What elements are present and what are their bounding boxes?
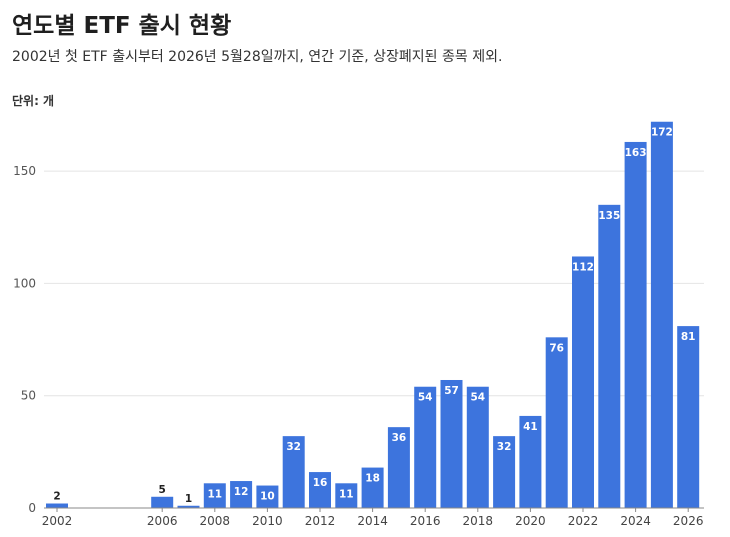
bar-value-label-2010: 10 (260, 491, 275, 503)
x-tick-label: 2026 (673, 514, 704, 528)
bar-value-label-2019: 32 (497, 441, 512, 453)
bar-2013 (335, 483, 358, 508)
bar-value-labels: 251 11 12 103216111836545754324176112135163… (53, 127, 695, 505)
bar-2014 (361, 467, 384, 508)
bar-value-label-2007: 1 (185, 493, 192, 505)
x-tick-label: 2008 (200, 514, 231, 528)
x-tick-label: 2014 (357, 514, 388, 528)
bar-value-label-2012: 16 (313, 477, 328, 489)
bar-2007 (177, 505, 200, 508)
bar-2024 (624, 141, 647, 508)
x-tick-label: 2022 (568, 514, 599, 528)
bar-2010 (256, 485, 279, 508)
bar-2022 (572, 256, 594, 508)
bar-2009 (230, 481, 253, 508)
bar-2025 (650, 121, 673, 508)
bar-value-label-2006: 5 (159, 484, 166, 496)
x-tick-label: 2006 (147, 514, 178, 528)
bar-value-label-2021: 76 (549, 342, 564, 354)
bar-2016 (414, 386, 437, 508)
x-axis-ticks: 2002 2006 2008 2010 2012 2014 2016 2018 2020 2022… (42, 508, 704, 528)
bar-value-label-2022: 112 (572, 261, 594, 273)
bar-2006 (151, 496, 174, 508)
chart-subtitle: 2002년 첫 ETF 출시부터 2026년 5월28일까지, 연간 기준, 상… (12, 49, 503, 65)
bar-2012 (309, 472, 331, 508)
bar-value-label-2009: 12 (234, 486, 249, 498)
y-tick-label: 50 (21, 389, 36, 403)
bar-value-label-2017: 57 (444, 385, 459, 397)
bar-value-label-2025: 172 (651, 127, 673, 139)
bar-2002 (46, 503, 68, 508)
bar-value-label-2020: 41 (523, 421, 538, 433)
y-tick-label: 0 (28, 501, 36, 515)
x-tick-label: 2018 (463, 514, 494, 528)
bar-2017 (440, 379, 463, 508)
bar-2023 (598, 204, 621, 509)
bar-value-label-2015: 36 (392, 432, 407, 444)
bar-2021 (545, 337, 568, 508)
bar-value-label-2013: 11 (339, 488, 354, 500)
bar-value-label-2023: 135 (598, 210, 620, 222)
x-tick-label: 2002 (42, 514, 73, 528)
y-axis-ticks: 0 50 100 150 (13, 164, 36, 515)
x-tick-label: 2012 (305, 514, 336, 528)
bar-value-label-2014: 18 (365, 473, 380, 485)
chart-title: 연도별 ETF 출시 현황 (12, 13, 232, 39)
bar-value-label-2016: 54 (418, 392, 433, 404)
bar-value-label-2011: 32 (286, 441, 301, 453)
unit-label: 단위: 개 (12, 94, 55, 108)
bar-value-label-2018: 54 (470, 392, 485, 404)
bar-2015 (387, 427, 410, 508)
bars (46, 121, 700, 509)
bar-2026 (677, 326, 700, 508)
bar-2011 (282, 436, 305, 508)
x-tick-label: 2024 (620, 514, 651, 528)
bar-2020 (519, 415, 542, 508)
bar-2019 (493, 436, 516, 508)
x-tick-label: 2010 (252, 514, 283, 528)
y-tick-label: 100 (13, 276, 36, 290)
y-tick-label: 150 (13, 164, 36, 178)
bar-value-label-2002: 2 (53, 491, 60, 503)
bar-2018 (466, 386, 489, 508)
bar-value-label-2008: 11 (207, 488, 222, 500)
bar-value-label-2026: 81 (681, 331, 696, 343)
x-tick-label: 2020 (515, 514, 546, 528)
bar-2008 (203, 483, 226, 508)
x-tick-label: 2016 (410, 514, 441, 528)
bar-value-label-2024: 163 (625, 147, 647, 159)
